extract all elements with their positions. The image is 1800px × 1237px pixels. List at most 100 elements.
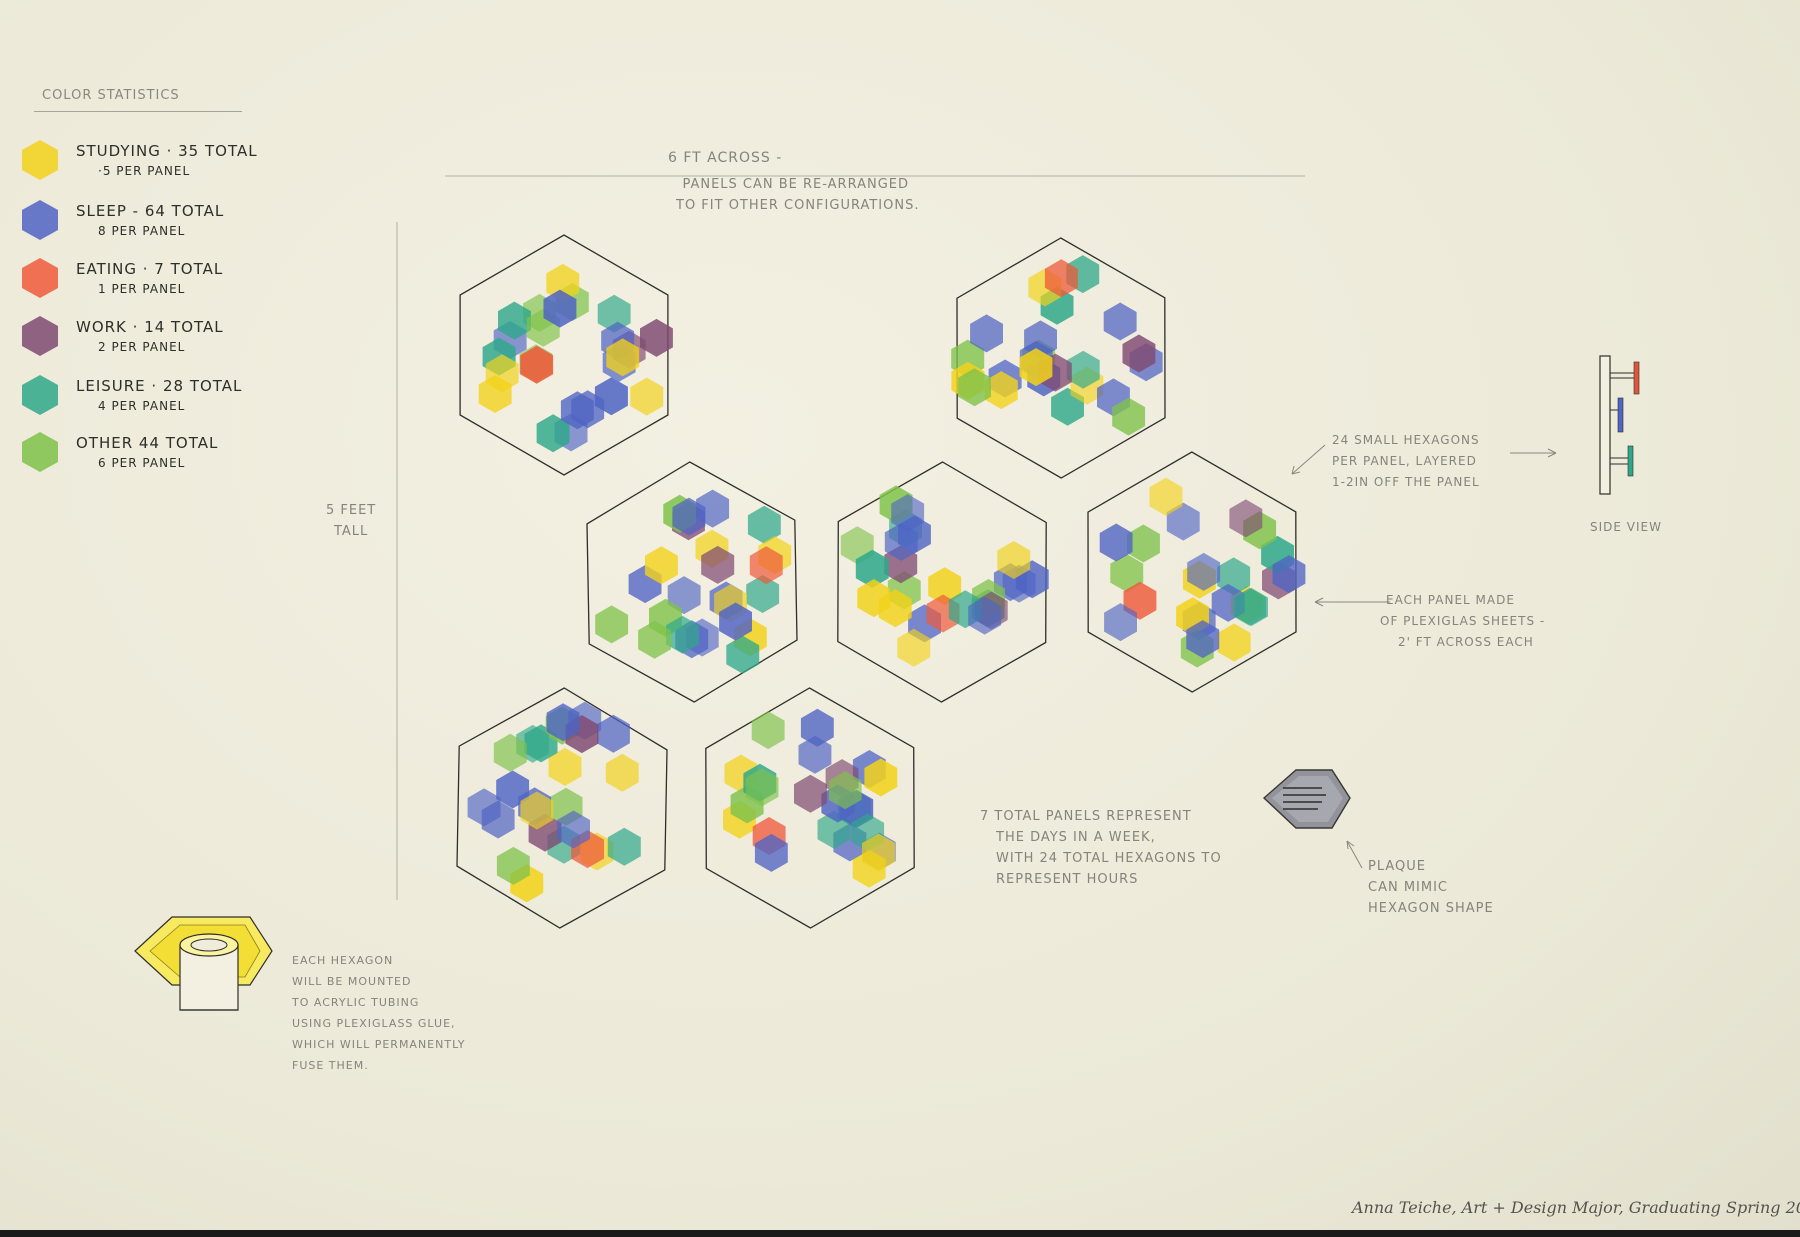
legend-title: COLOR STATISTICS (42, 88, 180, 103)
note-line: 24 SMALL HEXAGONS (1332, 433, 1480, 447)
small-hexagon (1233, 587, 1266, 626)
small-hexagon (862, 833, 895, 872)
work-swatch-icon (22, 316, 58, 356)
small-hexagon (751, 711, 785, 750)
note-line: WHICH WILL PERMANENTLY (292, 1038, 466, 1051)
small-hexagon (597, 714, 630, 753)
legend-underline (34, 111, 242, 112)
height-label-line: 5 FEET (326, 503, 377, 518)
small-hexagon (798, 735, 832, 774)
small-hexagon (1110, 554, 1144, 593)
note-line: 1-2in OFF THE PANEL (1332, 475, 1480, 489)
legend-item-sub: 8 PER PANEL (98, 224, 186, 238)
panel-material-note: EACH PANEL MADE OF PLEXIGLAS SHEETS - 2'… (1380, 590, 1545, 653)
small-hexagon (719, 602, 752, 641)
small-hexagon (800, 708, 834, 747)
small-hexagon (794, 774, 827, 813)
small-hexagon (1019, 348, 1053, 387)
small-hexagons-note: 24 SMALL HEXAGONS PER PANEL, LAYERED 1-2… (1332, 430, 1480, 493)
small-hexagon (897, 628, 931, 667)
annotation-arrows (1291, 444, 1557, 869)
small-hexagon (605, 753, 639, 792)
small-hexagon (1099, 523, 1133, 562)
small-hexagon (630, 377, 664, 416)
small-hexagon (595, 605, 629, 644)
small-hexagon (606, 338, 640, 377)
leisure-swatch-icon (22, 375, 58, 415)
small-hexagon (597, 294, 631, 333)
small-hexagon (817, 810, 851, 849)
small-hexagon (1217, 623, 1251, 662)
small-hexagon (672, 497, 706, 536)
height-label: 5 FEET TALL (326, 500, 376, 542)
small-hexagon (548, 747, 582, 786)
small-hexagon (493, 733, 527, 772)
note-line: WITH 24 TOTAL HEXAGONS TO (996, 851, 1222, 866)
small-hexagon (520, 345, 554, 384)
small-hexagon (536, 414, 570, 453)
legend-item-studying: STUDYING · 35 TOTAL ·5 PER PANEL (20, 138, 280, 192)
small-hexagon (666, 615, 699, 654)
mounting-sketch-illustration (134, 916, 273, 1011)
note-line: 7 TOTAL PANELS REPRESENT (980, 809, 1192, 824)
panel-hexagon (837, 461, 1047, 703)
legend-item-leisure: LEISURE · 28 TOTAL 4 PER PANEL (20, 373, 280, 427)
small-hexagon (828, 771, 862, 810)
small-hexagon (855, 549, 889, 588)
mounting-note: EACH HEXAGON WILL BE MOUNTED TO ACRYLIC … (292, 950, 465, 1076)
eating-swatch-icon (22, 258, 58, 298)
small-hexagon (1044, 259, 1078, 298)
small-hexagon (1122, 334, 1156, 373)
note-line: 2' FT ACROSS EACH (1398, 635, 1534, 649)
small-hexagon (1187, 552, 1221, 591)
panel-hexagon (586, 461, 798, 703)
panel-hexagon (1087, 451, 1297, 693)
panel-hexagon (705, 687, 915, 929)
width-note-line: PANELS CAN BE RE-ARRANGED (682, 177, 910, 192)
panel-hexagon (459, 234, 669, 476)
small-hexagon (520, 791, 554, 830)
small-hexagon (747, 505, 781, 544)
small-hexagon (1186, 620, 1220, 659)
small-hexagon (607, 827, 641, 866)
small-hexagon (754, 833, 788, 872)
small-hexagon (640, 318, 673, 357)
note-line: FUSE THEM. (292, 1059, 369, 1072)
legend-item-sub: 6 PER PANEL (98, 456, 186, 470)
small-hexagon (546, 703, 580, 742)
small-hexagon (749, 546, 783, 585)
legend-item-other: OTHER 44 TOTAL 6 PER PANEL (20, 430, 280, 484)
small-hexagon (958, 368, 991, 407)
small-hexagon (928, 567, 962, 606)
note-line: WILL BE MOUNTED (292, 975, 412, 988)
small-hexagon (467, 788, 501, 827)
small-hexagon (496, 846, 530, 885)
artist-signature: Anna Teiche, Art + Design Major, Graduat… (1352, 1198, 1800, 1217)
legend-item-sub: 2 PER PANEL (98, 340, 186, 354)
legend-item-work: WORK · 14 TOTAL 2 PER PANEL (20, 314, 280, 368)
small-hexagon (543, 289, 577, 328)
note-line: PER PANEL, LAYERED (1332, 454, 1477, 468)
note-line: PLAQUE (1368, 859, 1427, 874)
small-hexagon (726, 635, 760, 674)
small-hexagon (1024, 320, 1057, 359)
small-hexagon (745, 768, 779, 807)
small-hexagon (970, 314, 1003, 353)
legend-item-sleep: SLEEP - 64 TOTAL 8 PER PANEL (20, 198, 280, 252)
small-hexagon (1166, 502, 1200, 541)
note-line: EACH HEXAGON (292, 954, 394, 967)
scan-edge (0, 1230, 1800, 1237)
width-note-line: TO FIT OTHER CONFIGURATIONS. (676, 198, 920, 213)
legend-item-label: SLEEP - 64 TOTAL (76, 202, 225, 220)
studying-swatch-icon (22, 140, 58, 180)
legend-item-label: LEISURE · 28 TOTAL (76, 377, 243, 395)
small-hexagon (997, 541, 1031, 579)
total-panels-note: 7 TOTAL PANELS REPRESENT THE DAYS IN A W… (980, 806, 1222, 890)
width-note: PANELS CAN BE RE-ARRANGED TO FIT OTHER C… (672, 174, 919, 216)
height-label-line: TALL (333, 524, 369, 539)
plaque-note: PLAQUE CAN MIMIC HEXAGON SHAPE (1368, 856, 1494, 919)
small-hexagon (1103, 302, 1137, 341)
small-hexagon (1272, 555, 1306, 594)
small-hexagon (485, 354, 519, 393)
